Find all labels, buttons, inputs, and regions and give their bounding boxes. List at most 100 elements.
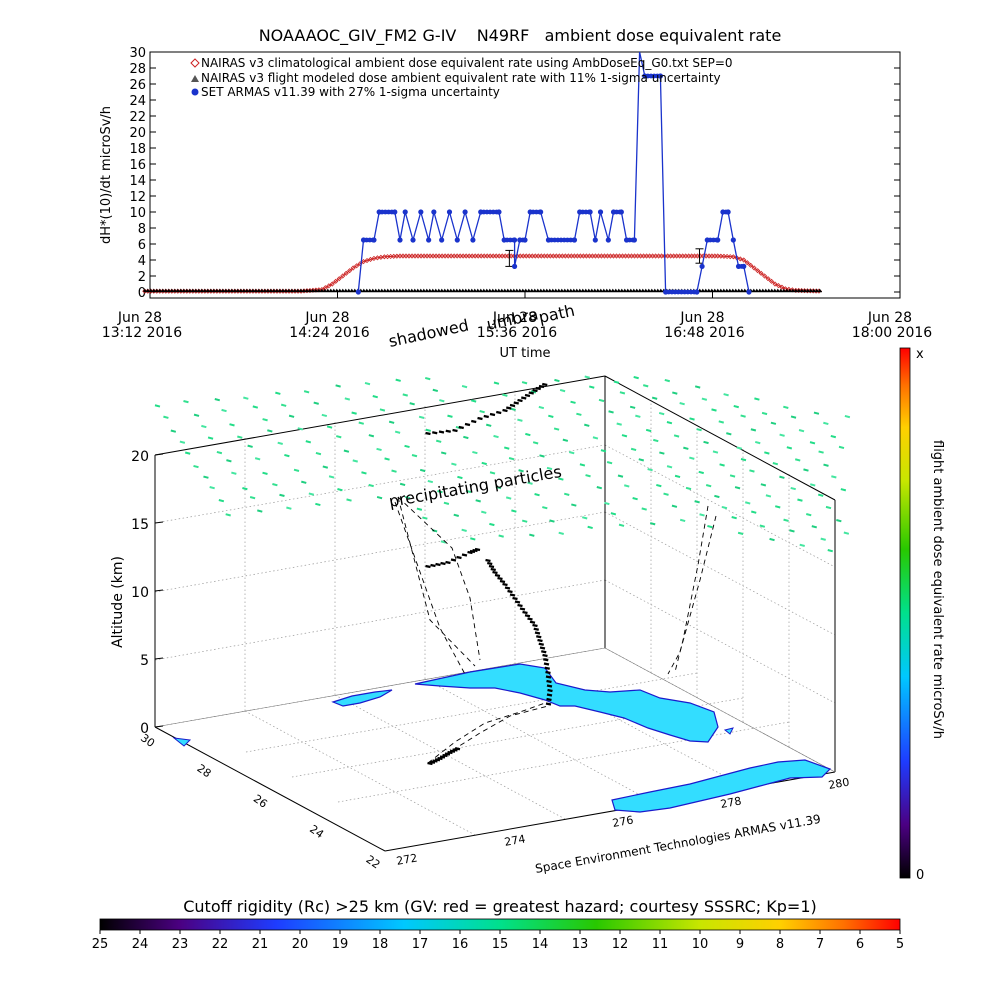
particle-mark <box>351 411 357 415</box>
y-tick-label: 14 <box>129 174 146 189</box>
climatological-point <box>418 253 424 259</box>
flight-modeled-point <box>727 288 732 292</box>
flight-modeled-point <box>775 288 780 292</box>
flight-modeled-point <box>187 288 192 292</box>
particle-mark <box>760 483 767 487</box>
flight-modeled-point <box>226 288 231 292</box>
flight-modeled-point <box>403 288 408 292</box>
particle-mark <box>679 518 686 523</box>
climatological-point <box>502 253 508 259</box>
flight-marker <box>504 586 511 590</box>
particle-mark <box>774 505 781 509</box>
florida-landmass <box>414 663 719 743</box>
particle-mark <box>744 501 751 505</box>
flight-modeled-point <box>580 288 585 292</box>
flight-marker <box>537 638 543 643</box>
climatological-point <box>336 276 342 282</box>
grid-lines <box>154 390 836 836</box>
particle-mark <box>179 440 186 444</box>
flight-modeled-point <box>649 288 654 292</box>
particle-mark <box>510 407 516 411</box>
flight-modeled-point <box>619 288 624 292</box>
flight-modeled-point <box>739 288 744 292</box>
flight-modeled-point <box>343 288 348 292</box>
flight-marker <box>502 408 508 413</box>
climatological-point <box>689 253 695 259</box>
particle-mark <box>558 531 564 535</box>
particle-mark <box>683 446 689 450</box>
rigidity-tick-label: 12 <box>612 937 629 952</box>
climatological-point <box>718 253 724 259</box>
particle-mark <box>379 408 386 412</box>
longitude-ticks: 272 274 276 278 280 <box>395 776 850 868</box>
flight-marker <box>434 758 441 762</box>
legend-marker-flight-modeled <box>191 75 199 82</box>
particle-mark <box>209 486 215 490</box>
particle-mark <box>633 375 639 380</box>
climatological-point <box>442 253 448 259</box>
climatological-point <box>466 253 472 259</box>
flight-marker <box>546 684 553 688</box>
particle-mark <box>689 456 695 460</box>
particle-mark <box>673 434 680 438</box>
flight-modeled-point <box>724 288 729 292</box>
flight-marker <box>467 550 473 555</box>
altitude-tick-label: 10 <box>131 585 149 601</box>
flight-marker <box>541 650 547 654</box>
particle-mark <box>585 474 591 478</box>
particle-mark <box>254 457 261 461</box>
particle-mark <box>504 446 510 450</box>
climatological-point <box>671 253 677 259</box>
flight-marker <box>439 755 446 759</box>
particle-mark <box>472 450 478 455</box>
flight-modeled-point <box>589 288 594 292</box>
climatological-point <box>397 253 403 259</box>
particle-mark <box>642 384 649 388</box>
flight-modeled-point <box>595 288 600 292</box>
flight-marker <box>546 679 552 684</box>
particle-mark <box>770 421 777 425</box>
flight-marker <box>489 412 496 417</box>
gulf-coast-landmass <box>331 689 393 707</box>
climatological-point <box>484 253 490 259</box>
flight-modeled-point <box>364 288 369 292</box>
climatological-point <box>700 253 706 259</box>
flight-modeled-point <box>523 288 528 292</box>
particle-mark <box>719 463 725 467</box>
particle-mark <box>493 381 500 385</box>
flight-modeled-point <box>361 288 366 292</box>
flight-modeled-point <box>592 288 597 292</box>
particle-mark <box>315 452 322 456</box>
flight-modeled-point <box>166 288 171 292</box>
y-tick-label: 12 <box>129 190 146 205</box>
flight-modeled-point <box>406 288 411 292</box>
flight-marker <box>517 398 523 403</box>
particle-mark <box>344 397 351 401</box>
flight-modeled-point <box>412 288 417 292</box>
climatological-point <box>616 253 623 259</box>
particle-mark <box>479 410 485 414</box>
flight-modeled-point <box>763 288 768 292</box>
particle-mark <box>470 399 477 403</box>
particle-mark <box>440 451 447 455</box>
flight-modeled-point <box>457 288 462 292</box>
armas-point <box>426 237 432 243</box>
flight-modeled-point <box>292 288 297 292</box>
flight-modeled-point <box>235 288 240 292</box>
climatological-point <box>499 253 505 259</box>
particle-mark <box>170 429 177 433</box>
climatological-point <box>347 268 353 274</box>
climatological-point <box>343 270 349 276</box>
particle-mark <box>789 529 795 533</box>
flight-marker <box>445 429 451 433</box>
flight-modeled-point <box>244 288 249 292</box>
flight-modeled-point <box>772 288 777 292</box>
flight-modeled-point <box>712 288 717 292</box>
longitude-tick-label: 276 <box>611 813 634 829</box>
particle-mark <box>542 506 548 510</box>
flight-modeled-point <box>415 288 420 292</box>
flight-modeled-point <box>616 288 621 292</box>
flight-modeled-point <box>433 288 438 292</box>
climatological-point <box>721 253 727 259</box>
